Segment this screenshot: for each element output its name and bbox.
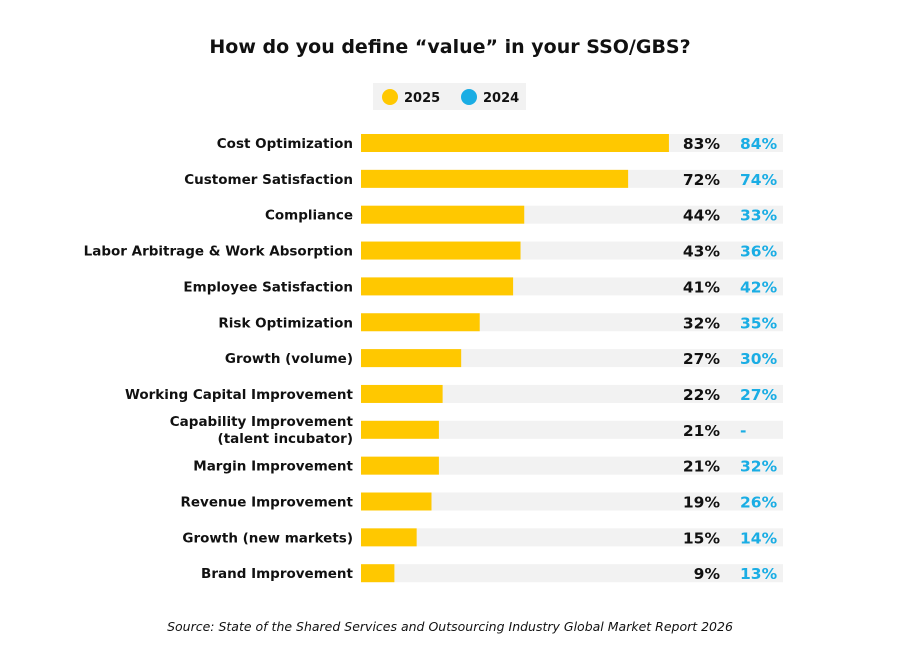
value-label-2025: 19% [683, 494, 721, 512]
bar-track [361, 492, 783, 511]
category-label: Revenue Improvement [180, 495, 353, 511]
bar-2025 [361, 564, 395, 583]
bar-2025 [361, 169, 629, 188]
value-label-2024: 13% [740, 565, 778, 583]
bar-2025 [361, 241, 521, 260]
category-label: Growth (volume) [225, 351, 353, 367]
category-label: Customer Satisfaction [184, 172, 353, 188]
category-label: Capability Improvement [170, 414, 354, 430]
bar-2025 [361, 277, 514, 296]
value-label-2024: 32% [740, 458, 778, 476]
bar-2025 [361, 384, 443, 403]
legend-marker-2025 [382, 89, 398, 105]
value-label-2024: 30% [740, 350, 778, 368]
value-label-2025: 27% [683, 350, 721, 368]
legend-label-2025: 2025 [404, 91, 440, 106]
bar-2025 [361, 528, 417, 547]
bar-2025 [361, 349, 462, 368]
bar-2025 [361, 420, 439, 439]
value-label-2025: 72% [683, 171, 721, 189]
chart-title: How do you define “value” in your SSO/GB… [209, 36, 690, 58]
value-label-2024: 42% [740, 278, 778, 296]
category-label: Labor Arbitrage & Work Absorption [84, 244, 353, 260]
bar-track [361, 456, 783, 475]
bar-track [361, 528, 783, 547]
value-label-2025: 9% [694, 565, 721, 583]
value-label-2024: 14% [740, 529, 778, 547]
value-label-2025: 15% [683, 529, 721, 547]
bar-2025 [361, 134, 669, 152]
value-label-2024: 84% [740, 135, 778, 153]
value-label-2025: 43% [683, 243, 721, 261]
value-label-2025: 83% [683, 135, 721, 153]
category-label: Risk Optimization [218, 315, 353, 331]
value-label-2024: 74% [740, 171, 778, 189]
value-label-2025: 44% [683, 207, 721, 225]
legend-box [373, 83, 526, 110]
category-label: Working Capital Improvement [125, 387, 354, 403]
legend-label-2024: 2024 [483, 91, 519, 106]
category-label: Compliance [265, 208, 353, 224]
category-label: (talent incubator) [218, 431, 353, 447]
category-label: Brand Improvement [201, 566, 354, 582]
value-label-2024: 35% [740, 314, 778, 332]
bar-2025 [361, 313, 480, 332]
value-label-2025: 22% [683, 386, 721, 404]
bar-track [361, 349, 783, 368]
value-label-2024: 36% [740, 243, 778, 261]
category-label: Employee Satisfaction [183, 279, 353, 295]
bar-2025 [361, 492, 432, 511]
category-label: Growth (new markets) [182, 530, 353, 546]
value-label-2025: 32% [683, 314, 721, 332]
bar-track [361, 420, 783, 439]
bar-2025 [361, 205, 525, 224]
bar-2025 [361, 456, 439, 475]
value-label-2024: - [740, 422, 746, 440]
bar-track [361, 564, 783, 583]
value-label-2024: 27% [740, 386, 778, 404]
value-label-2025: 21% [683, 422, 721, 440]
source-note: Source: State of the Shared Services and… [167, 619, 733, 634]
legend-marker-2024 [461, 89, 477, 105]
value-label-2025: 21% [683, 458, 721, 476]
category-label: Cost Optimization [217, 136, 353, 152]
bar-track [361, 384, 783, 403]
category-label: Margin Improvement [193, 459, 353, 475]
value-label-2024: 33% [740, 207, 778, 225]
value-label-2024: 26% [740, 494, 778, 512]
value-label-2025: 41% [683, 278, 721, 296]
